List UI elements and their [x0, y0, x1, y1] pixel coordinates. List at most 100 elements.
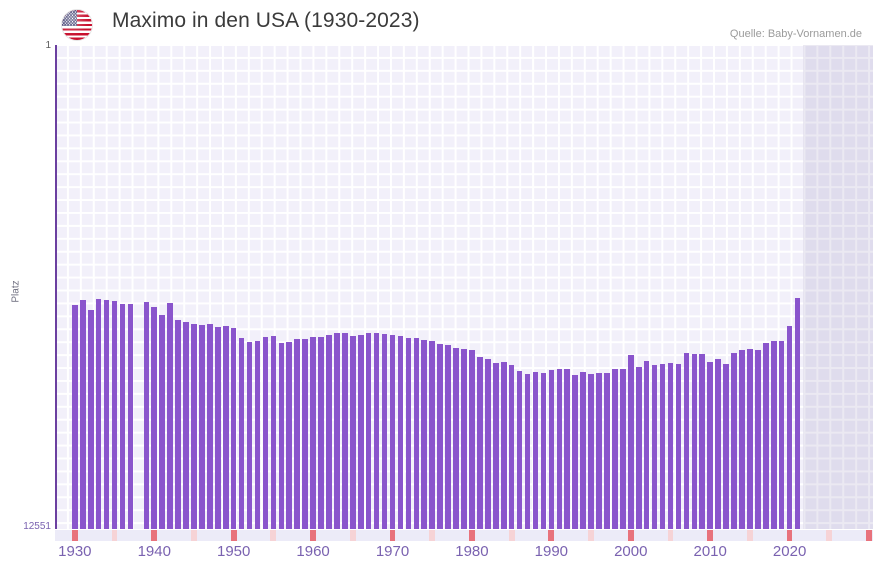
x-axis-tick	[206, 530, 213, 541]
x-axis-tick	[357, 530, 364, 541]
x-axis-tick-label: 2020	[772, 543, 807, 560]
bar	[207, 324, 213, 529]
x-axis-tick	[278, 530, 285, 541]
x-axis-tick	[413, 530, 420, 541]
bar	[95, 299, 102, 529]
x-axis-tick-label: 2000	[614, 543, 648, 560]
x-axis-tick	[159, 530, 166, 541]
bar	[516, 371, 523, 529]
x-axis-tick	[524, 530, 531, 541]
bar	[500, 362, 507, 529]
bar	[469, 350, 475, 529]
bar	[310, 337, 316, 529]
bar	[111, 301, 118, 529]
y-axis-bottom-label: 12551	[23, 521, 51, 532]
x-axis-tick	[532, 530, 539, 541]
bar	[556, 369, 563, 529]
x-axis-tick	[611, 530, 618, 541]
x-axis-tick	[461, 530, 467, 541]
bar	[715, 359, 721, 529]
bar	[381, 334, 388, 529]
x-axis-tick	[484, 530, 491, 541]
x-axis-tick	[794, 530, 801, 541]
x-axis-tick	[603, 530, 610, 541]
bar	[786, 326, 793, 529]
x-axis-tick	[286, 530, 293, 541]
x-axis-tick	[71, 530, 78, 541]
bar	[659, 364, 666, 529]
x-axis-tick	[651, 530, 658, 541]
x-axis-tick	[826, 530, 833, 541]
x-axis-tick	[540, 530, 547, 541]
x-axis-tick	[818, 530, 825, 541]
x-axis-tick	[167, 530, 173, 541]
bar	[159, 315, 165, 529]
x-axis-tick	[715, 530, 721, 541]
x-axis-tick	[659, 530, 666, 541]
x-axis-tick	[222, 530, 229, 541]
x-axis-tick	[683, 530, 690, 541]
bar	[286, 342, 293, 529]
bar	[437, 344, 443, 529]
bar	[492, 363, 499, 529]
bar	[675, 364, 682, 529]
us-flag-icon	[62, 10, 92, 40]
x-axis-tick	[326, 530, 332, 541]
bar	[540, 373, 547, 529]
bar	[318, 337, 324, 529]
bars-layer	[55, 45, 873, 529]
x-axis-tick	[723, 530, 729, 541]
x-axis-tick-label: 1930	[58, 543, 92, 560]
x-axis-tick	[238, 530, 245, 541]
flag-gloss	[62, 10, 92, 40]
x-axis-tick	[635, 530, 642, 541]
bar	[405, 338, 412, 529]
x-axis-tick	[516, 530, 523, 541]
x-axis-labels: 1930 1940 1950 1960 1970 1980 1990 2000 2010 2020	[0, 543, 873, 567]
x-axis-tick	[842, 530, 849, 541]
x-axis-tick	[127, 530, 134, 541]
x-axis-tick	[270, 530, 277, 541]
bar	[643, 361, 650, 529]
x-axis-tick	[183, 530, 189, 541]
bar	[739, 350, 745, 529]
x-axis-tick	[572, 530, 579, 541]
x-axis-tick	[556, 530, 563, 541]
bar	[627, 355, 634, 529]
bar	[389, 335, 396, 529]
x-axis-tick	[500, 530, 507, 541]
x-axis-tick	[365, 530, 372, 541]
x-axis-tick	[373, 530, 380, 541]
x-axis-tick	[778, 530, 785, 541]
bar	[143, 302, 150, 529]
x-axis-tick	[453, 530, 459, 541]
x-axis-tick-label: 1940	[137, 543, 171, 560]
bar	[119, 304, 126, 529]
x-axis-tick	[63, 530, 70, 541]
x-axis-tick	[476, 530, 483, 541]
x-axis-tick	[56, 530, 62, 541]
bar	[87, 310, 94, 529]
x-axis-tick	[191, 530, 197, 541]
bar	[302, 339, 308, 529]
x-axis-tick	[699, 530, 706, 541]
x-axis-tick	[738, 530, 745, 541]
x-axis-tick	[214, 530, 221, 541]
x-axis-tick-label: 1990	[534, 543, 569, 560]
x-axis-tick	[429, 530, 436, 541]
x-axis-tick	[230, 530, 237, 541]
x-axis-tick	[405, 530, 412, 541]
bar	[421, 340, 428, 529]
x-axis-tick	[858, 530, 864, 541]
bar	[167, 303, 173, 529]
x-axis-tick	[254, 530, 261, 541]
x-axis-tick-label: 1970	[375, 543, 410, 560]
y-axis-line	[55, 45, 57, 529]
x-axis-tick	[707, 530, 714, 541]
bar	[294, 339, 301, 529]
x-axis-tick	[508, 530, 515, 541]
x-axis-tick	[802, 530, 809, 541]
bar	[183, 322, 189, 529]
x-axis-tick	[79, 530, 86, 541]
x-axis-tick	[111, 530, 118, 541]
